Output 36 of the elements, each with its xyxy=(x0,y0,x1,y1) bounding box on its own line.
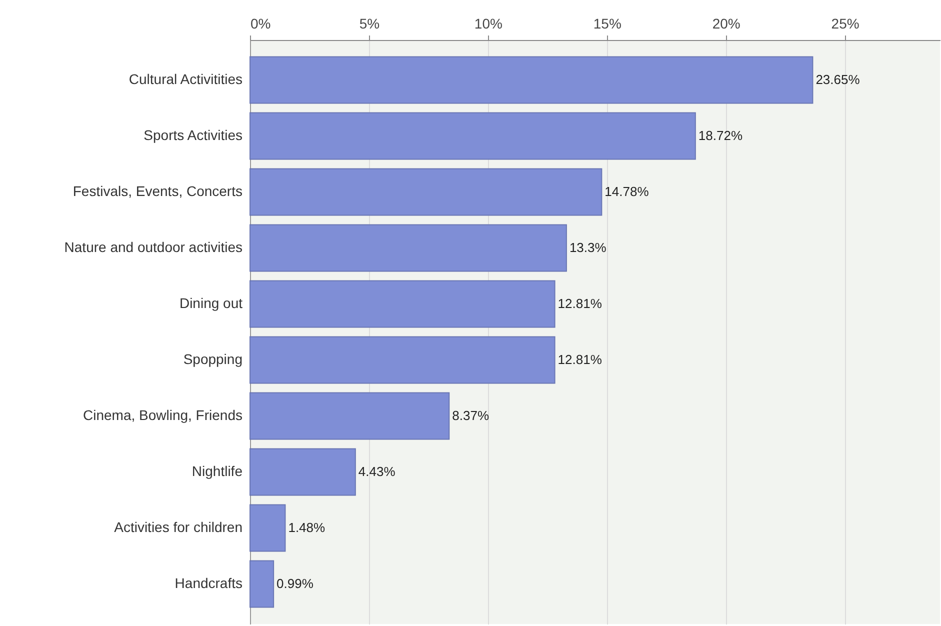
x-tick-label: 0% xyxy=(250,16,271,32)
bar xyxy=(250,224,567,272)
bar xyxy=(250,560,274,608)
data-label: 13.3% xyxy=(569,240,607,256)
data-label: 12.81% xyxy=(558,296,602,312)
y-tick-label: Handcrafts xyxy=(174,574,242,591)
bar xyxy=(250,168,602,216)
data-label: 18.72% xyxy=(698,128,743,144)
x-tick-label: 5% xyxy=(359,16,380,32)
y-tick-label: Nature and outdoor activities xyxy=(64,239,242,256)
bar xyxy=(250,112,696,160)
y-tick-label: Spopping xyxy=(183,350,242,367)
data-label: 23.65% xyxy=(816,72,860,88)
bar xyxy=(250,504,286,552)
x-tick-label: 25% xyxy=(831,16,860,32)
bar xyxy=(250,280,556,328)
x-tick-label: 15% xyxy=(593,16,622,32)
x-tick-label: 20% xyxy=(712,16,740,32)
data-label: 4.43% xyxy=(358,464,396,479)
y-tick-label: Cinema, Bowling, Friends xyxy=(82,406,242,423)
y-tick-label: Nightlife xyxy=(192,462,243,479)
data-label: 14.78% xyxy=(604,184,650,200)
y-tick-label: Festivals, Events, Concerts xyxy=(72,183,242,200)
y-tick-label: Cultural Activitities xyxy=(128,71,242,88)
data-label: 8.37% xyxy=(452,408,490,423)
data-label: 0.99% xyxy=(276,576,314,591)
data-label: 1.48% xyxy=(288,520,326,535)
x-tick-label: 10% xyxy=(474,16,502,32)
bar xyxy=(250,336,556,384)
y-tick-label: Activities for children xyxy=(114,518,242,535)
bar xyxy=(250,448,356,496)
bar xyxy=(250,392,450,440)
y-tick-label: Dining out xyxy=(179,295,243,312)
y-tick-label: Sports Activities xyxy=(144,127,242,144)
data-label: 12.81% xyxy=(558,352,602,367)
bar xyxy=(250,56,814,104)
